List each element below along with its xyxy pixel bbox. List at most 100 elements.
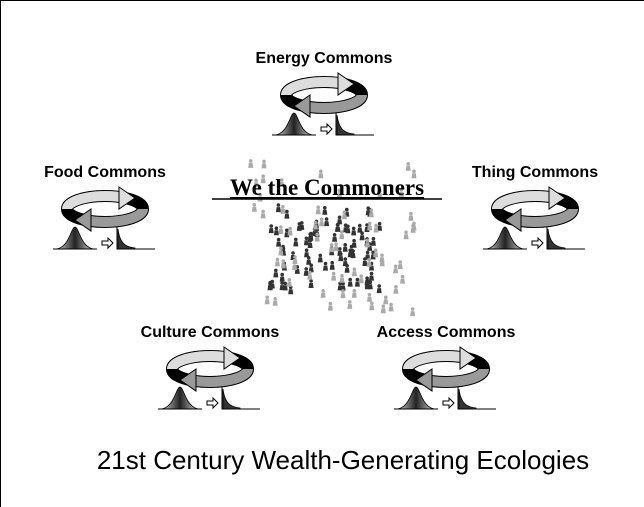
person-body [313, 225, 318, 230]
person-head [343, 243, 347, 247]
person-body [328, 306, 333, 311]
person-body [273, 272, 278, 277]
person-body [315, 237, 320, 242]
person-head [281, 205, 285, 209]
person-head [249, 159, 253, 163]
footer: 21st Century Wealth-Generating Ecologies [97, 445, 589, 475]
person-body [288, 289, 293, 294]
person-body [367, 297, 372, 302]
person-body [323, 266, 328, 271]
person-head [323, 206, 327, 210]
person-head [409, 212, 413, 216]
person-body [292, 265, 297, 270]
person-head [333, 233, 337, 237]
person-head [274, 269, 278, 273]
person-body [362, 261, 367, 266]
person-head [280, 281, 284, 285]
person-body [371, 241, 376, 246]
person-head [276, 258, 280, 262]
person-head [372, 237, 376, 241]
person-body [410, 311, 415, 316]
person-body [284, 214, 289, 219]
person-body [252, 207, 257, 212]
person-head [368, 222, 372, 226]
person-head [316, 205, 320, 209]
person-body [377, 288, 382, 293]
person-body [276, 207, 281, 212]
person-head [389, 303, 393, 307]
person-body [331, 276, 336, 281]
person-head [262, 160, 266, 164]
person-head [321, 289, 325, 293]
person-body [280, 277, 285, 282]
person-head [283, 282, 287, 286]
person-head [280, 273, 284, 277]
person-head [315, 233, 319, 237]
person-body [360, 235, 365, 240]
person-head [352, 227, 356, 231]
person-body [281, 263, 286, 268]
person-head [307, 256, 311, 260]
person-head [279, 225, 283, 229]
person-head [319, 254, 323, 258]
person-head [275, 226, 279, 230]
person-body [273, 301, 278, 306]
person-body [408, 216, 413, 221]
person-head [288, 227, 292, 231]
person-body [342, 214, 347, 219]
person-head [291, 251, 295, 255]
person-head [330, 243, 334, 247]
person-head [329, 302, 333, 306]
person-head [277, 238, 281, 242]
person-head [352, 239, 356, 243]
person-body [338, 256, 343, 261]
person-head [261, 210, 265, 214]
person-head [356, 278, 360, 282]
person-body [318, 257, 323, 262]
person-head [377, 284, 381, 288]
person-head [412, 170, 416, 174]
person-body [347, 304, 352, 309]
person-body [349, 249, 354, 254]
person-head [384, 296, 388, 300]
person-head [338, 247, 342, 251]
person-head [370, 302, 374, 306]
person-head [282, 259, 286, 263]
person-body [261, 213, 266, 218]
person-head [411, 307, 415, 311]
person-head [305, 237, 309, 241]
person-body [373, 252, 378, 257]
person-head [308, 233, 312, 237]
person-head [394, 265, 398, 269]
person-head [353, 289, 357, 293]
person-body [352, 293, 357, 298]
person-body [335, 227, 340, 232]
person-body [334, 246, 339, 251]
person-head [320, 218, 324, 222]
person-head [293, 255, 297, 259]
person-head [358, 224, 362, 228]
person-body [352, 243, 357, 248]
person-head [359, 274, 363, 278]
person-body [276, 242, 281, 247]
person-head [411, 224, 415, 228]
person-body [288, 231, 293, 236]
person-body [330, 265, 335, 270]
person-body [319, 221, 324, 226]
person-body [337, 251, 342, 256]
person-head [279, 247, 283, 251]
person-body [400, 279, 405, 284]
person-body [339, 234, 344, 239]
person-head [380, 254, 384, 258]
person-body [321, 293, 326, 298]
person-head [288, 278, 292, 282]
person-body [262, 163, 267, 168]
node-label: Culture Commons [141, 324, 280, 341]
person-head [345, 264, 349, 268]
person-head [353, 268, 357, 272]
node-label: Food Commons [44, 164, 166, 181]
person-body [351, 253, 356, 258]
person-body [351, 230, 356, 235]
person-body [369, 212, 374, 217]
person-body [307, 275, 312, 280]
